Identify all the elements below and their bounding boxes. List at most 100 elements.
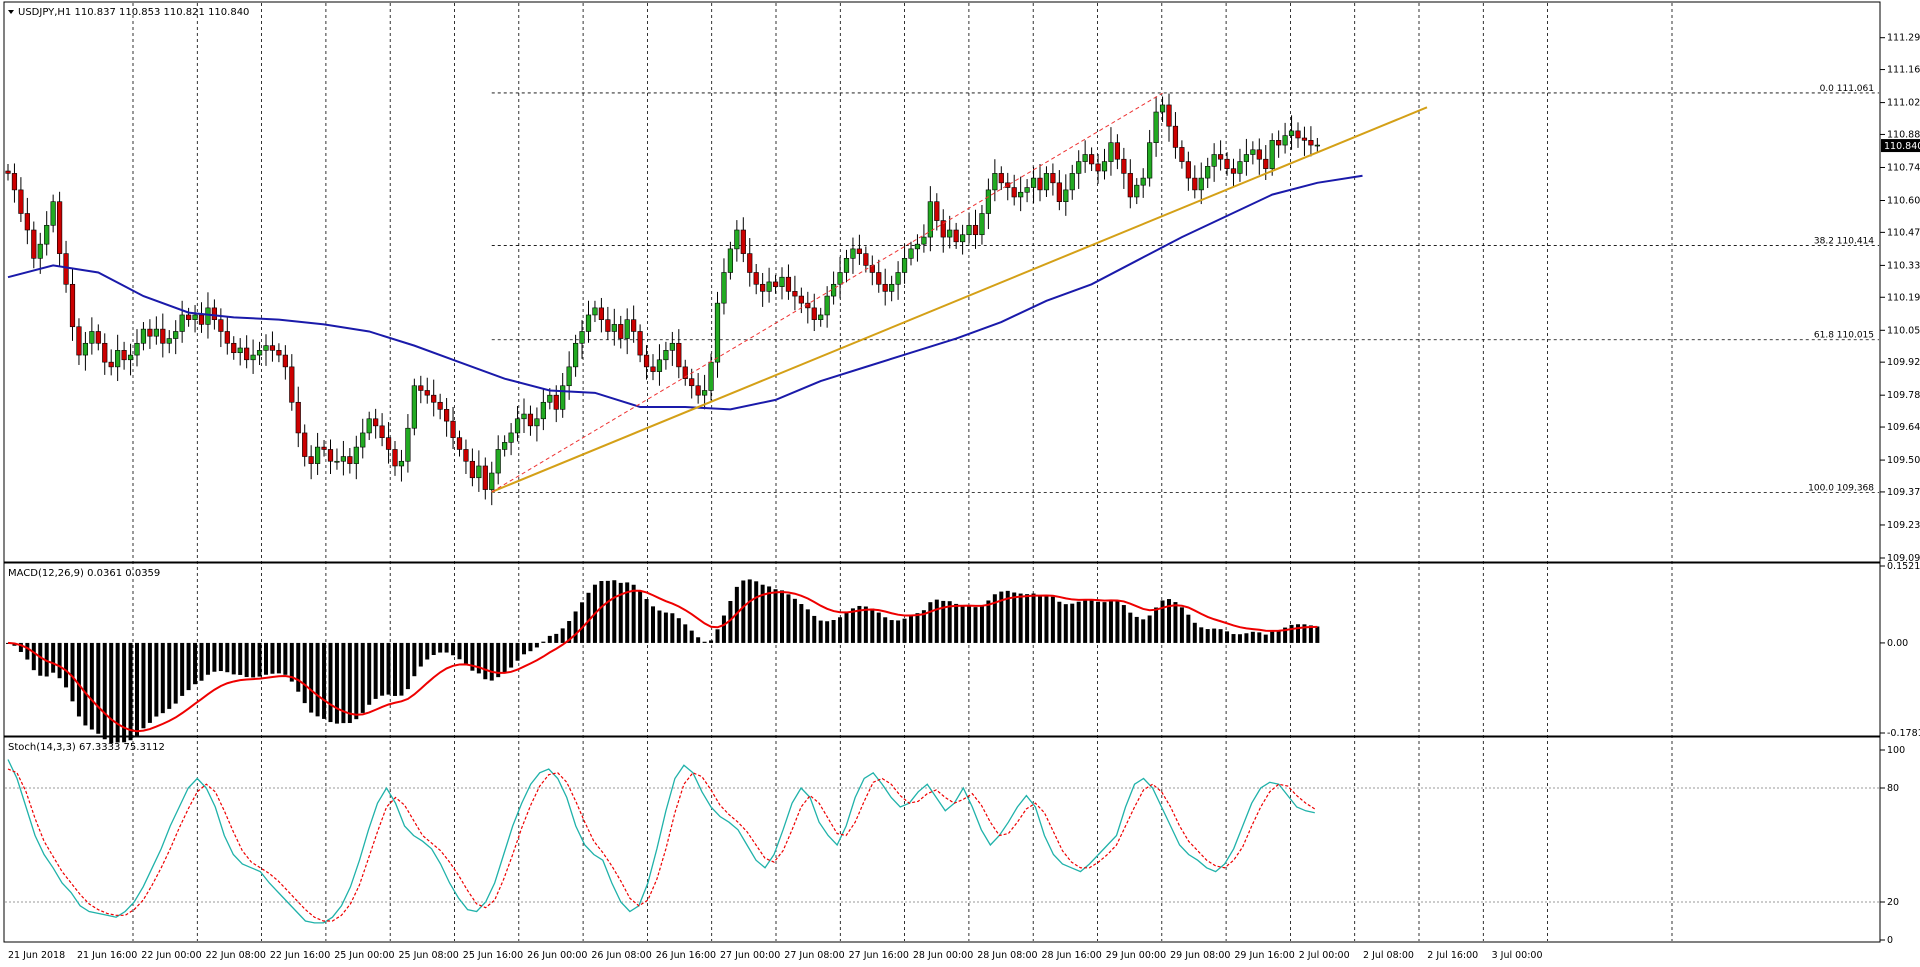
candle-body [1011, 187, 1017, 198]
macd-bar [638, 591, 643, 643]
macd-bar [147, 642, 152, 723]
candle-body [1166, 104, 1172, 127]
macd-bar [276, 642, 281, 674]
stoch-pane[interactable] [3, 736, 1881, 943]
price-pane[interactable] [3, 1, 1881, 563]
stoch-tick-label: 20 [1887, 897, 1899, 908]
macd-bar [560, 628, 565, 643]
candle-body [1172, 125, 1179, 148]
candle-body [244, 347, 250, 361]
candle-body [385, 437, 392, 450]
candle-body [527, 413, 534, 427]
macd-bar [896, 620, 901, 643]
macd-tick-label: 0.1521 [1887, 561, 1920, 572]
time-tick-label: 22 Jun 00:00 [141, 950, 201, 961]
macd-bar [909, 615, 913, 643]
candle-body [579, 331, 585, 344]
macd-bar [1128, 612, 1133, 643]
candle-body [108, 361, 114, 368]
price-tick-label: 109.230 [1887, 520, 1920, 531]
trendline[interactable] [491, 106, 1428, 493]
candle-body [44, 224, 50, 245]
macd-bar [676, 618, 681, 643]
macd-bar [70, 642, 75, 702]
candle-body [76, 326, 82, 356]
macd-bar [1283, 627, 1288, 643]
macd-bar [173, 642, 178, 704]
fib-level-label: 38.2 110.414 [1814, 237, 1874, 247]
macd-bar [1237, 634, 1242, 643]
macd-bar [1199, 627, 1204, 643]
macd-bar [1005, 590, 1010, 643]
time-tick-label: 3 Jul 00:00 [1492, 950, 1543, 961]
candle-body [218, 319, 224, 332]
macd-bar [721, 615, 726, 643]
macd-bar [1257, 632, 1262, 643]
candle-body [69, 283, 76, 328]
candle-body [1308, 140, 1314, 146]
time-tick-label: 27 Jun 16:00 [849, 950, 909, 961]
candle-body [1121, 158, 1127, 174]
candle-body [340, 456, 347, 462]
candle-body [1230, 168, 1237, 174]
macd-bar [689, 630, 694, 643]
candle-body [308, 456, 314, 464]
macd-bar [386, 642, 391, 695]
candle-body [676, 342, 682, 368]
candle-body [456, 437, 463, 450]
macd-header: MACD(12,26,9) 0.0361 0.0359 [8, 568, 160, 579]
candle-body [263, 345, 269, 351]
macd-bar [438, 642, 443, 653]
macd-bar [773, 589, 778, 643]
macd-bar [1218, 629, 1223, 643]
macd-bar [425, 642, 430, 660]
time-tick-label: 26 Jun 00:00 [527, 950, 587, 961]
candle-body [689, 378, 695, 387]
candle-body [50, 201, 56, 226]
candle-body [160, 328, 166, 344]
candle-body [850, 248, 856, 259]
candle-body [173, 331, 179, 339]
macd-bar [1186, 614, 1191, 643]
macd-bar [947, 601, 952, 643]
macd-bar [373, 642, 378, 699]
macd-bar [760, 584, 765, 643]
macd-bar [786, 594, 791, 643]
candle-body [721, 272, 727, 304]
candle-body [940, 220, 946, 238]
candle-body [1224, 158, 1230, 169]
macd-bar [444, 642, 449, 653]
macd-bar [257, 642, 262, 677]
candle-body [959, 234, 966, 243]
candle-body [624, 319, 630, 339]
macd-bar [1012, 592, 1017, 643]
candle-body [669, 342, 675, 351]
candle-body [1153, 111, 1159, 144]
candle-body [508, 432, 514, 443]
candle-body [405, 427, 411, 462]
time-tick-label: 25 Jun 08:00 [399, 950, 459, 961]
candle-body [134, 342, 140, 356]
candle-body [1005, 182, 1011, 188]
candle-body [682, 366, 688, 379]
macd-bar [1205, 629, 1210, 643]
macd-bar [599, 581, 604, 643]
candle-body [1250, 149, 1256, 155]
price-tick-label: 109.370 [1887, 487, 1920, 498]
macd-bar [838, 617, 843, 643]
macd-bar [231, 642, 236, 675]
fib-level-label: 100.0 109.368 [1808, 483, 1874, 493]
candle-body [392, 449, 398, 467]
triangle-down-icon[interactable] [8, 10, 14, 14]
candle-body [547, 394, 553, 403]
candle-body [618, 324, 624, 339]
candle-body [953, 229, 959, 243]
candle-body [992, 173, 998, 191]
candle-body [1147, 142, 1153, 179]
macd-bar [212, 642, 217, 672]
macd-bar [44, 642, 49, 677]
price-tick-label: 109.090 [1887, 553, 1920, 564]
candle-body [5, 170, 11, 174]
macd-bar [1115, 601, 1120, 643]
macd-bar [1154, 607, 1159, 643]
